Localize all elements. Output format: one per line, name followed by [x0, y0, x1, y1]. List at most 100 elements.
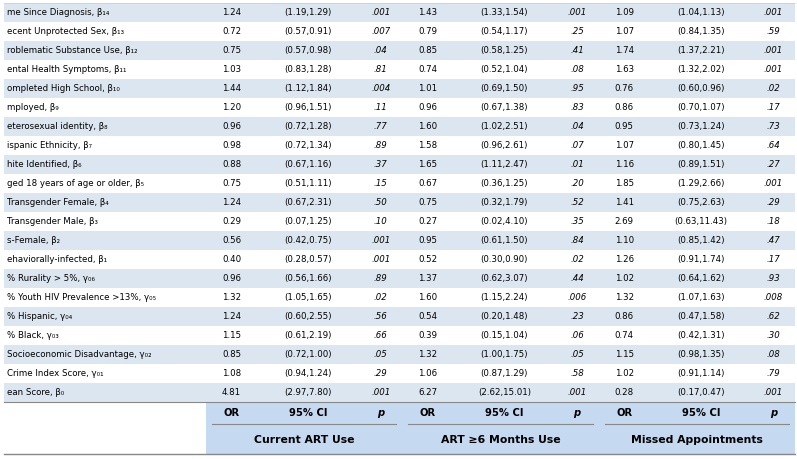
Text: .30: .30	[767, 331, 780, 340]
Text: 1.43: 1.43	[418, 7, 438, 17]
Text: (0.73,1.24): (0.73,1.24)	[677, 122, 724, 131]
Text: ean Score, β₀: ean Score, β₀	[7, 388, 65, 397]
Text: p: p	[377, 409, 384, 419]
Text: 1.07: 1.07	[614, 27, 634, 35]
Text: 0.74: 0.74	[614, 331, 634, 340]
Text: 1.74: 1.74	[614, 45, 634, 55]
Text: 0.72: 0.72	[222, 27, 241, 35]
Text: .93: .93	[767, 274, 780, 283]
Text: 0.75: 0.75	[418, 198, 438, 207]
Text: .83: .83	[570, 103, 584, 112]
Text: (0.69,1.50): (0.69,1.50)	[481, 84, 528, 93]
Text: 1.24: 1.24	[222, 198, 241, 207]
Text: .89: .89	[374, 274, 387, 283]
Text: .02: .02	[374, 293, 387, 302]
Text: .001: .001	[567, 7, 587, 17]
Text: ompleted High School, β₁₀: ompleted High School, β₁₀	[7, 84, 120, 93]
Text: 0.85: 0.85	[222, 350, 241, 359]
Text: 1.02: 1.02	[614, 274, 634, 283]
Text: .11: .11	[374, 103, 387, 112]
Bar	[402, 425, 599, 454]
Text: 0.29: 0.29	[222, 217, 241, 226]
Text: hite Identified, β₆: hite Identified, β₆	[7, 160, 81, 169]
Text: (0.60,0.96): (0.60,0.96)	[677, 84, 724, 93]
Text: .17: .17	[767, 255, 780, 264]
Text: (1.32,2.02): (1.32,2.02)	[677, 65, 724, 73]
Text: 0.86: 0.86	[614, 103, 634, 112]
Text: 0.52: 0.52	[418, 255, 438, 264]
Bar	[359, 403, 402, 425]
Text: .44: .44	[570, 274, 584, 283]
Text: 1.07: 1.07	[614, 141, 634, 150]
Text: Missed Appointments: Missed Appointments	[631, 435, 763, 445]
Text: (0.63,11.43): (0.63,11.43)	[674, 217, 727, 226]
Text: 1.60: 1.60	[418, 122, 438, 131]
Text: .008: .008	[764, 293, 783, 302]
Text: .01: .01	[570, 160, 584, 169]
Text: .07: .07	[570, 141, 584, 150]
Text: (0.42,1.31): (0.42,1.31)	[677, 331, 724, 340]
Text: 1.15: 1.15	[614, 350, 634, 359]
Text: .59: .59	[767, 27, 780, 35]
Text: (0.87,1.29): (0.87,1.29)	[481, 369, 528, 378]
Text: .08: .08	[570, 65, 584, 73]
Bar	[4, 307, 795, 326]
Text: .007: .007	[371, 27, 391, 35]
Text: 0.85: 0.85	[418, 45, 438, 55]
Text: (0.80,1.45): (0.80,1.45)	[677, 141, 724, 150]
Text: OR: OR	[420, 409, 436, 419]
Text: (0.60,2.55): (0.60,2.55)	[285, 312, 332, 321]
Text: .35: .35	[570, 217, 584, 226]
Text: (0.72,1.00): (0.72,1.00)	[285, 350, 332, 359]
Text: (0.20,1.48): (0.20,1.48)	[481, 312, 528, 321]
Text: .02: .02	[767, 84, 780, 93]
Text: .001: .001	[764, 179, 783, 188]
Text: 0.98: 0.98	[222, 141, 241, 150]
Text: 1.10: 1.10	[614, 236, 634, 245]
Text: (0.67,2.31): (0.67,2.31)	[285, 198, 332, 207]
Text: .50: .50	[374, 198, 387, 207]
Text: eterosexual identity, β₈: eterosexual identity, β₈	[7, 122, 108, 131]
Text: (0.07,1.25): (0.07,1.25)	[285, 217, 332, 226]
Text: 0.54: 0.54	[418, 312, 438, 321]
Text: (0.72,1.34): (0.72,1.34)	[285, 141, 332, 150]
Bar	[4, 193, 795, 212]
Text: 0.79: 0.79	[418, 27, 438, 35]
Text: (0.17,0.47): (0.17,0.47)	[677, 388, 724, 397]
Text: 0.27: 0.27	[418, 217, 438, 226]
Text: .84: .84	[570, 236, 584, 245]
Text: 1.58: 1.58	[418, 141, 438, 150]
Text: (0.67,1.38): (0.67,1.38)	[481, 103, 528, 112]
Text: .02: .02	[570, 255, 584, 264]
Text: (0.57,0.91): (0.57,0.91)	[285, 27, 332, 35]
Text: 0.95: 0.95	[418, 236, 438, 245]
Text: (0.28,0.57): (0.28,0.57)	[285, 255, 332, 264]
Text: (0.70,1.07): (0.70,1.07)	[677, 103, 724, 112]
Text: 1.15: 1.15	[222, 331, 241, 340]
Text: p: p	[770, 409, 777, 419]
Text: (1.33,1.54): (1.33,1.54)	[481, 7, 528, 17]
Text: (1.05,1.65): (1.05,1.65)	[285, 293, 332, 302]
Text: .18: .18	[767, 217, 780, 226]
Text: .001: .001	[371, 388, 391, 397]
Text: 1.65: 1.65	[418, 160, 438, 169]
Text: 0.96: 0.96	[222, 122, 241, 131]
Text: 1.44: 1.44	[222, 84, 241, 93]
Text: .001: .001	[371, 7, 391, 17]
Text: 4.81: 4.81	[222, 388, 241, 397]
Bar	[4, 117, 795, 136]
Text: 1.32: 1.32	[418, 350, 438, 359]
Bar	[4, 345, 795, 364]
Text: (1.00,1.75): (1.00,1.75)	[481, 350, 528, 359]
Text: (0.96,1.51): (0.96,1.51)	[285, 103, 332, 112]
Text: 1.20: 1.20	[222, 103, 241, 112]
Text: 0.74: 0.74	[418, 65, 438, 73]
Bar	[650, 403, 752, 425]
Text: 1.41: 1.41	[614, 198, 634, 207]
Text: p: p	[574, 409, 581, 419]
Text: (0.91,1.14): (0.91,1.14)	[677, 369, 724, 378]
Text: 0.75: 0.75	[222, 45, 241, 55]
Text: (0.15,1.04): (0.15,1.04)	[481, 331, 528, 340]
Text: (1.11,2.47): (1.11,2.47)	[481, 160, 528, 169]
Text: 95% CI: 95% CI	[485, 409, 524, 419]
